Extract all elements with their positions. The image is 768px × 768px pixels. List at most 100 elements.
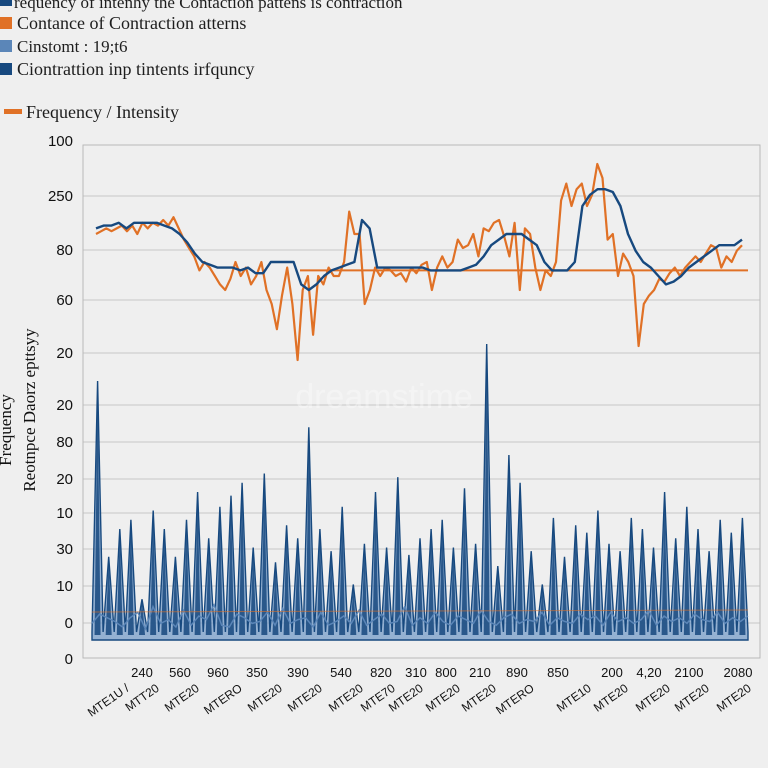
spike-peak <box>305 427 312 635</box>
spike-peak <box>339 506 346 635</box>
x-tick-label: 310 <box>405 665 427 680</box>
x-tick-label: 210 <box>469 665 491 680</box>
y-tick-label: 80 <box>56 242 73 259</box>
legend-label-0: requency of intenhy the Contaction patte… <box>14 0 403 12</box>
legend-label-2: Cinstomt : 19;t6 <box>17 37 128 56</box>
x-tick-label: 890 <box>506 665 528 680</box>
y-axis-title-2: Reotnpce Daorz epttsyy <box>20 328 39 492</box>
series-lines <box>95 162 748 362</box>
y-tick-label: 100 <box>48 133 73 150</box>
spike-peak <box>127 519 134 635</box>
spike-peak <box>583 532 590 635</box>
series-steel-line <box>91 603 749 631</box>
legend-swatch-2 <box>0 40 12 52</box>
spike-peak <box>572 525 579 635</box>
spike-peak <box>672 538 679 635</box>
spike-peak <box>283 525 290 635</box>
spike-peak <box>739 517 746 635</box>
y-tick-label: 10 <box>56 505 73 522</box>
spike-peak <box>483 344 490 635</box>
spike-peak <box>94 381 101 635</box>
x-tick-label: 390 <box>287 665 309 680</box>
spike-peak <box>694 529 701 635</box>
x-tick-label: 820 <box>370 665 392 680</box>
x-tick-labels: 240 560 960 350 390 540 820 310 800 210 890 850 200 4… <box>131 665 752 680</box>
legend-swatch-3 <box>0 63 12 75</box>
y-tick-label: 80 <box>56 434 73 451</box>
baseline <box>91 609 749 613</box>
spike-peak <box>505 455 512 635</box>
watermark: dreamstime <box>295 378 473 416</box>
x-tick-label: 240 <box>131 665 153 680</box>
x-tick-label: 540 <box>330 665 352 680</box>
spike-peak <box>617 551 624 635</box>
x-tick-label: 850 <box>547 665 569 680</box>
spike-peak <box>439 519 446 635</box>
spike-peak <box>650 547 657 635</box>
spike-peak <box>472 543 479 635</box>
legend-swatch-0 <box>0 0 12 6</box>
spike-peak <box>272 562 279 635</box>
x-tick-label: 2100 <box>675 665 704 680</box>
y-tick-label: 10 <box>56 578 73 595</box>
x-tick-label: 4,20 <box>636 665 661 680</box>
plot-frame <box>82 144 761 659</box>
spike-peak <box>728 532 735 635</box>
spike-peak <box>639 529 646 635</box>
spike-peak <box>361 543 368 635</box>
y-axis-title: Frequency <box>0 394 15 466</box>
spike-peak <box>594 510 601 635</box>
spike-peak <box>628 517 635 635</box>
y-tick-label: 60 <box>56 292 73 309</box>
spike-peak <box>261 473 268 635</box>
spike-peak <box>328 551 335 635</box>
spike-peak <box>550 517 557 635</box>
legend-label-4: Frequency / Intensity <box>26 102 179 122</box>
y-tick-label: 0 <box>65 651 73 668</box>
spike-peak <box>683 506 690 635</box>
x-tick-label: 560 <box>169 665 191 680</box>
spike-peak <box>227 495 234 635</box>
spike-peak <box>661 492 668 635</box>
spike-peak <box>216 506 223 635</box>
legend-swatch-1 <box>0 17 12 29</box>
spike-peak <box>517 482 524 635</box>
series-spikes <box>91 343 749 641</box>
spike-peak <box>250 547 257 635</box>
spike-peak <box>539 584 546 635</box>
legend-swatch-4 <box>4 109 22 114</box>
spike-peak <box>394 477 401 635</box>
y-tick-label: 30 <box>56 541 73 558</box>
spike-peak <box>105 556 112 635</box>
spike-peak <box>116 529 123 635</box>
y-tick-label: 20 <box>56 471 73 488</box>
spike-peak <box>316 529 323 635</box>
spike-peak <box>461 488 468 635</box>
spike-peak <box>717 519 724 635</box>
spike-peak <box>239 482 246 635</box>
spike-peak <box>194 492 201 635</box>
spike-peak <box>561 556 568 635</box>
spike-peak <box>183 519 190 635</box>
spike-peak <box>494 566 501 635</box>
spike-peak <box>161 529 168 635</box>
spike-peak <box>372 492 379 635</box>
legend: requency of intenhy the Contaction patte… <box>0 0 403 122</box>
y-tick-label: 20 <box>56 397 73 414</box>
x-tick-label: 960 <box>207 665 229 680</box>
spike-peak <box>706 551 713 635</box>
legend-label-1: Contance of Contraction atterns <box>17 13 246 33</box>
legend-label-3: Ciontrattion inp tintents irfquncy <box>17 59 254 79</box>
spike-peak <box>172 556 179 635</box>
y-tick-label: 250 <box>48 188 73 205</box>
x-tick-label: 2080 <box>724 665 753 680</box>
y-tick-label: 20 <box>56 345 73 362</box>
spike-peak <box>528 551 535 635</box>
y-tick-label: 0 <box>65 615 73 632</box>
spike-peak <box>383 547 390 635</box>
series-navy-line <box>95 187 743 292</box>
spike-peak <box>150 510 157 635</box>
spike-peak <box>428 529 435 635</box>
